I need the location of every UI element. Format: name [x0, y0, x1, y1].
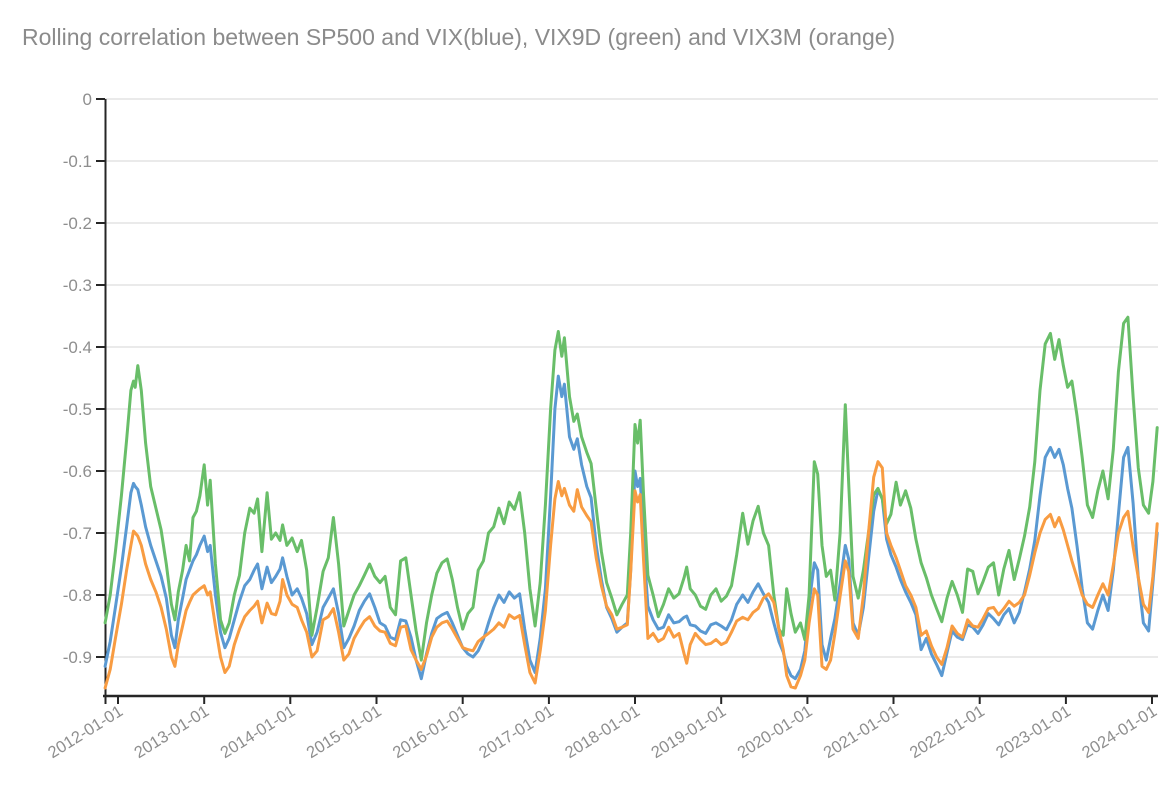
y-tick-label: -0.1 [63, 152, 92, 171]
y-tick-label: 0 [83, 90, 92, 109]
x-tick-label: 2013-01-01 [131, 702, 212, 762]
y-tick-label: -0.8 [63, 586, 92, 605]
chart-title: Rolling correlation between SP500 and VI… [22, 24, 896, 50]
y-tick-label: -0.5 [63, 400, 92, 419]
y-tick-label: -0.6 [63, 462, 92, 481]
series-line-vix9d [103, 315, 1159, 662]
y-tick-label: -0.3 [63, 276, 92, 295]
x-tick-label: 2019-01-01 [648, 702, 729, 762]
series-line-vix3m [103, 460, 1159, 690]
y-axis-ticks: 0 -0.1 -0.2 -0.3 -0.4 -0.5 -0.6 -0.7 -0.8 -0.9 [63, 90, 105, 667]
x-tick-label: 2016-01-01 [390, 702, 471, 762]
x-tick-label: 2012-01-01 [45, 702, 126, 762]
x-tick-label: 2023-01-01 [993, 702, 1074, 762]
y-tick-label: -0.9 [63, 648, 92, 667]
x-tick-label: 2020-01-01 [734, 702, 815, 762]
x-tick-label: 2017-01-01 [476, 702, 557, 762]
x-tick-label: 2015-01-01 [304, 702, 385, 762]
x-tick-label: 2024-01-01 [1079, 702, 1160, 762]
x-axis-ticks: 2012-01-01 2013-01-01 2014-01-01 2015-01-01… [45, 696, 1160, 762]
x-tick-label: 2022-01-01 [907, 702, 988, 762]
x-tick-label: 2018-01-01 [562, 702, 643, 762]
y-tick-label: -0.2 [63, 214, 92, 233]
y-tick-label: -0.7 [63, 524, 92, 543]
x-tick-label: 2021-01-01 [821, 702, 902, 762]
y-tick-label: -0.4 [63, 338, 92, 357]
x-tick-label: 2014-01-01 [217, 702, 298, 762]
